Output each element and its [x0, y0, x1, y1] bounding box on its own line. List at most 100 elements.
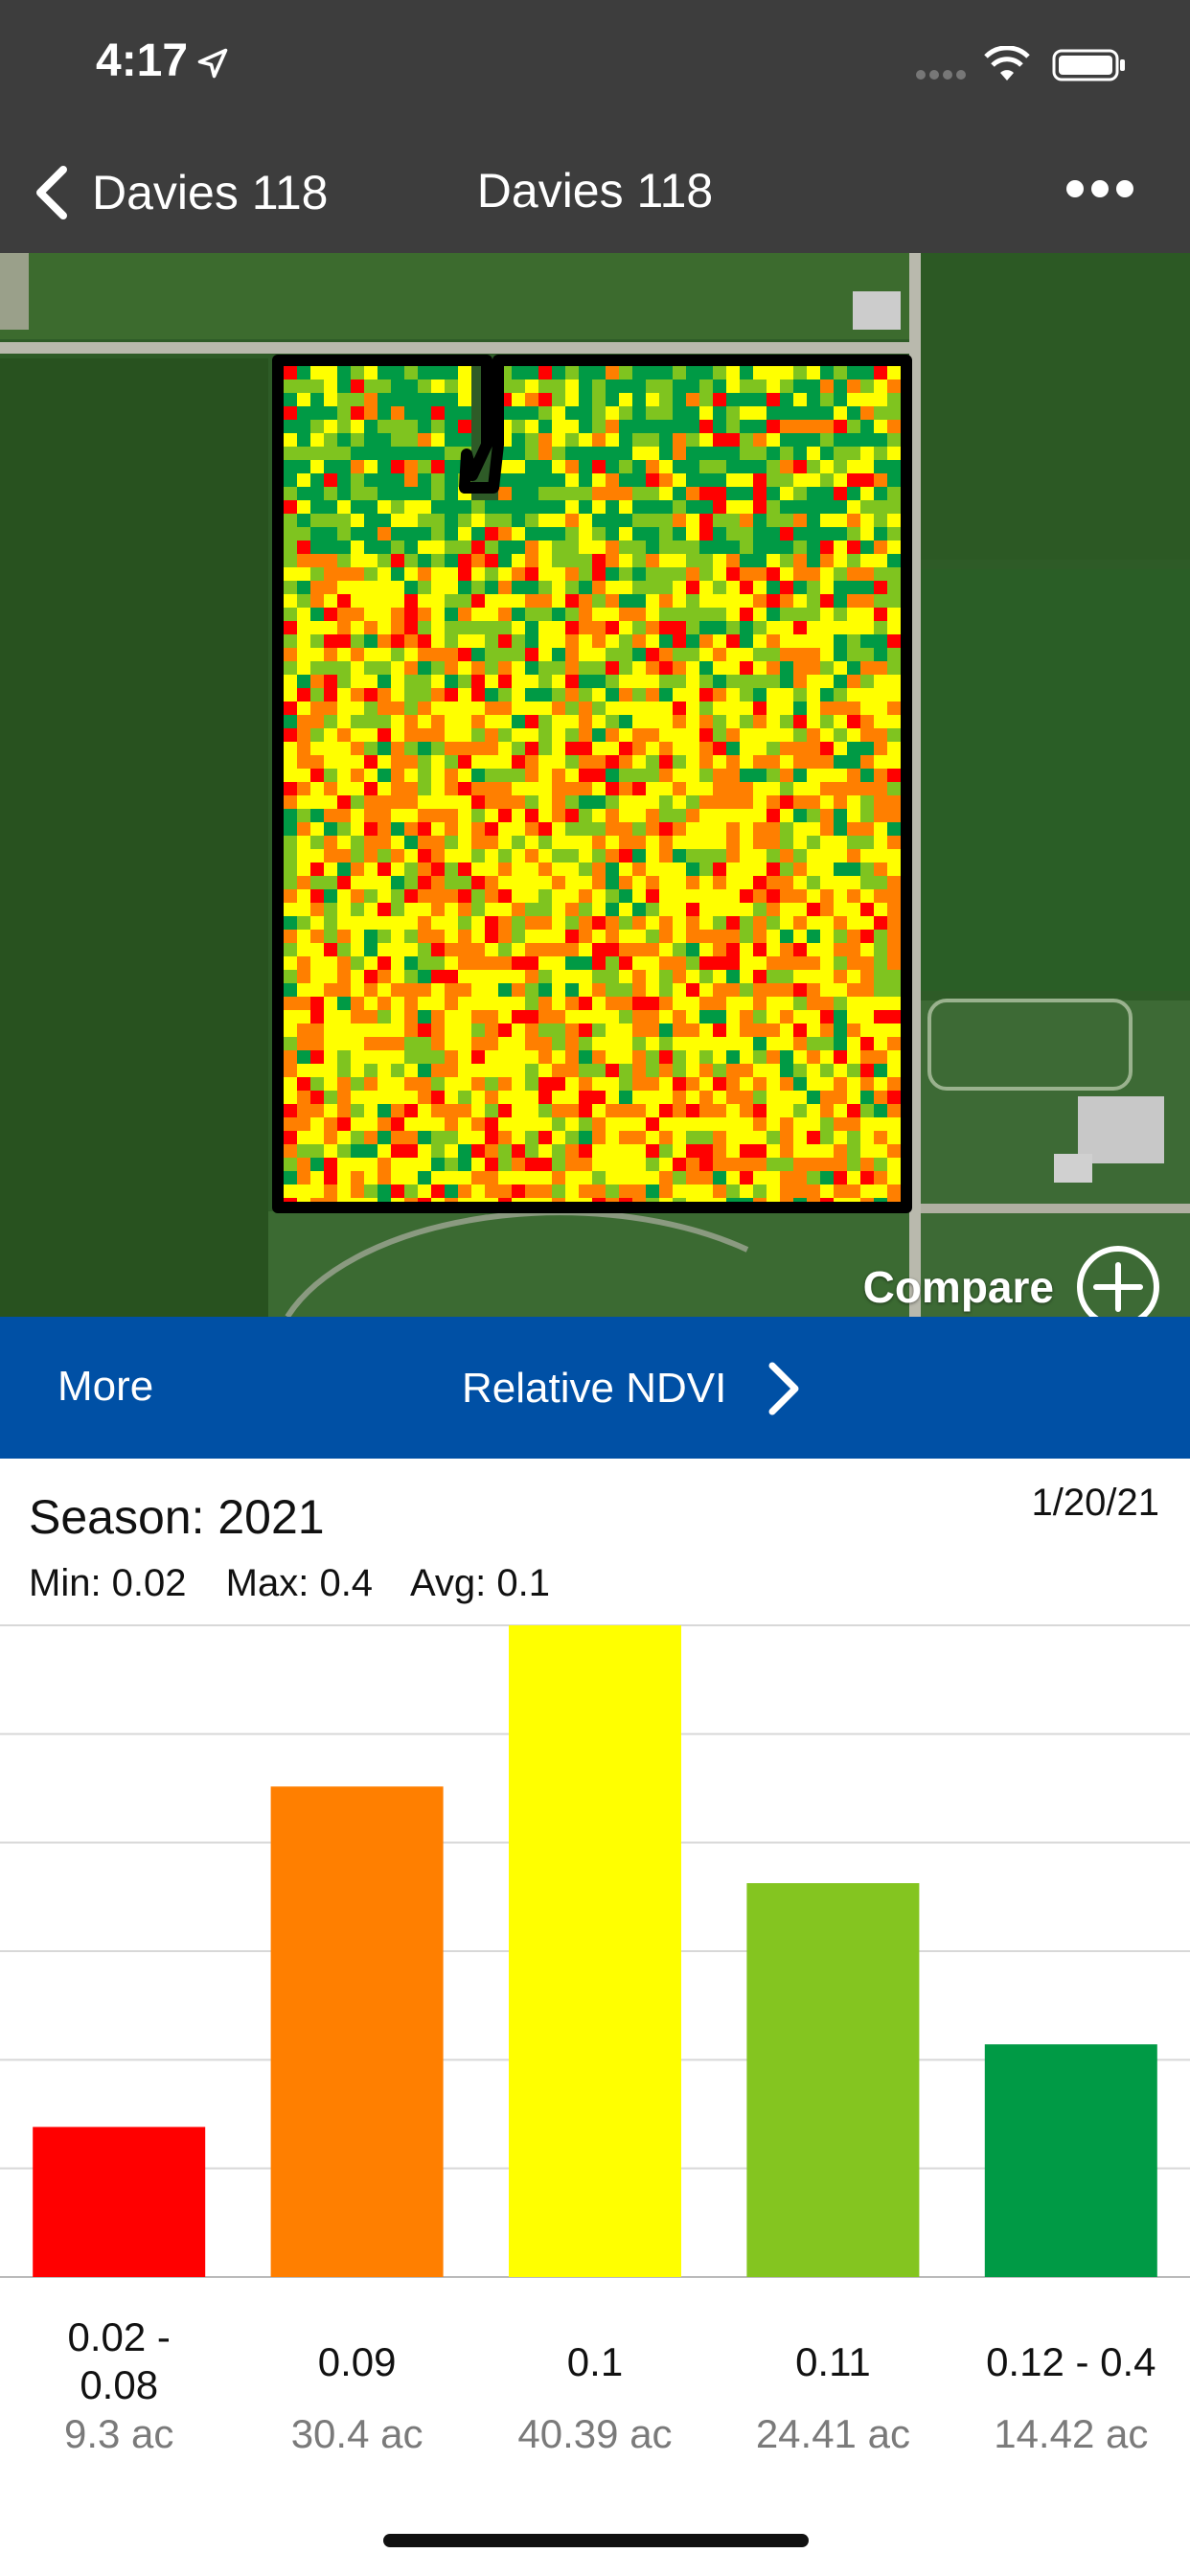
ndvi-tile: [847, 594, 860, 608]
ndvi-tile: [525, 661, 538, 675]
ndvi-tile: [310, 648, 324, 661]
ndvi-tile: [431, 594, 445, 608]
ndvi-tile: [767, 473, 780, 487]
ndvi-tile: [310, 782, 324, 795]
ndvi-tile: [767, 903, 780, 916]
more-options-icon[interactable]: [1065, 176, 1134, 201]
ndvi-tile: [471, 836, 485, 849]
ndvi-tile: [351, 366, 364, 380]
more-button[interactable]: More: [57, 1363, 154, 1410]
ndvi-tile: [646, 688, 659, 702]
ndvi-tile: [606, 997, 619, 1010]
ndvi-tile: [740, 983, 753, 997]
ndvi-tile: [713, 983, 726, 997]
back-button[interactable]: Davies 118: [33, 159, 328, 226]
layer-selector[interactable]: Relative NDVI: [462, 1346, 803, 1432]
ndvi-tile: [565, 943, 579, 956]
ndvi-tile: [297, 702, 310, 715]
ndvi-tile: [431, 956, 445, 970]
ndvi-tile: [686, 997, 699, 1010]
ndvi-tile: [310, 916, 324, 930]
ndvi-tile: [820, 500, 834, 514]
ndvi-tile: [606, 1024, 619, 1037]
ndvi-tile: [753, 956, 767, 970]
ndvi-tile: [699, 500, 713, 514]
ndvi-tile: [820, 876, 834, 889]
ndvi-tile: [793, 1104, 807, 1117]
ndvi-tile: [860, 903, 874, 916]
ndvi-tile: [713, 634, 726, 648]
ndvi-tile: [767, 983, 780, 997]
ndvi-tile: [619, 956, 632, 970]
bar-acres-label: 9.3 ac: [63, 2411, 174, 2456]
ndvi-tile: [485, 634, 498, 648]
ndvi-tile: [297, 930, 310, 943]
ndvi-tile: [351, 621, 364, 634]
ndvi-tile: [310, 769, 324, 782]
ndvi-tile: [324, 956, 337, 970]
ndvi-tile: [337, 702, 351, 715]
ndvi-tile: [471, 728, 485, 742]
ndvi-tile: [485, 822, 498, 836]
ndvi-tile: [579, 634, 592, 648]
ndvi-tile: [512, 473, 525, 487]
ndvi-tile: [364, 1050, 378, 1064]
ndvi-tile: [378, 406, 391, 420]
ndvi-tile: [391, 554, 404, 567]
ndvi-tile: [498, 849, 512, 862]
ndvi-tile: [391, 514, 404, 527]
ndvi-tile: [512, 1064, 525, 1077]
ndvi-tile: [619, 983, 632, 997]
ndvi-tile: [512, 420, 525, 433]
ndvi-tile: [780, 540, 793, 554]
ndvi-tile: [431, 983, 445, 997]
ndvi-tile: [297, 393, 310, 406]
ndvi-tile: [767, 675, 780, 688]
home-indicator[interactable]: [383, 2534, 809, 2547]
ndvi-tile: [565, 1184, 579, 1198]
ndvi-tile: [673, 916, 686, 930]
ndvi-tile: [619, 1131, 632, 1144]
layer-label: Relative NDVI: [462, 1365, 727, 1412]
ndvi-tile: [485, 795, 498, 809]
ndvi-tile: [780, 809, 793, 822]
ndvi-tile: [284, 769, 297, 782]
ndvi-tile: [310, 742, 324, 755]
ndvi-tile: [874, 876, 887, 889]
ndvi-tile: [767, 648, 780, 661]
ndvi-tile: [820, 903, 834, 916]
ndvi-tile: [512, 621, 525, 634]
ndvi-tile: [726, 795, 740, 809]
ndvi-tile: [673, 1050, 686, 1064]
ndvi-tile: [378, 554, 391, 567]
ndvi-tile: [834, 608, 847, 621]
ndvi-tile: [579, 380, 592, 393]
ndvi-tile: [740, 970, 753, 983]
ndvi-tile: [699, 1144, 713, 1158]
ndvi-tile: [740, 393, 753, 406]
ndvi-tile: [498, 1104, 512, 1117]
ndvi-tile: [337, 433, 351, 447]
ndvi-tile: [699, 393, 713, 406]
ndvi-tile: [351, 1010, 364, 1024]
ndvi-tile: [807, 594, 820, 608]
ndvi-tile: [793, 916, 807, 930]
ndvi-tile: [565, 487, 579, 500]
ndvi-tile: [512, 728, 525, 742]
ndvi-tile: [471, 688, 485, 702]
ndvi-tile: [512, 460, 525, 473]
ndvi-tile: [820, 1117, 834, 1131]
ndvi-tile: [485, 527, 498, 540]
ndvi-tile: [445, 1024, 458, 1037]
ndvi-tile: [726, 997, 740, 1010]
ndvi-tile: [404, 1077, 418, 1091]
ndvi-tile: [378, 594, 391, 608]
ndvi-tile: [592, 1037, 606, 1050]
ndvi-tile: [471, 742, 485, 755]
compare-button[interactable]: Compare: [863, 1244, 1161, 1317]
field-map[interactable]: Compare: [0, 253, 1190, 1317]
ndvi-tile: [780, 567, 793, 581]
ndvi-tile: [498, 1158, 512, 1171]
ndvi-tile: [659, 956, 673, 970]
ndvi-tile: [646, 554, 659, 567]
